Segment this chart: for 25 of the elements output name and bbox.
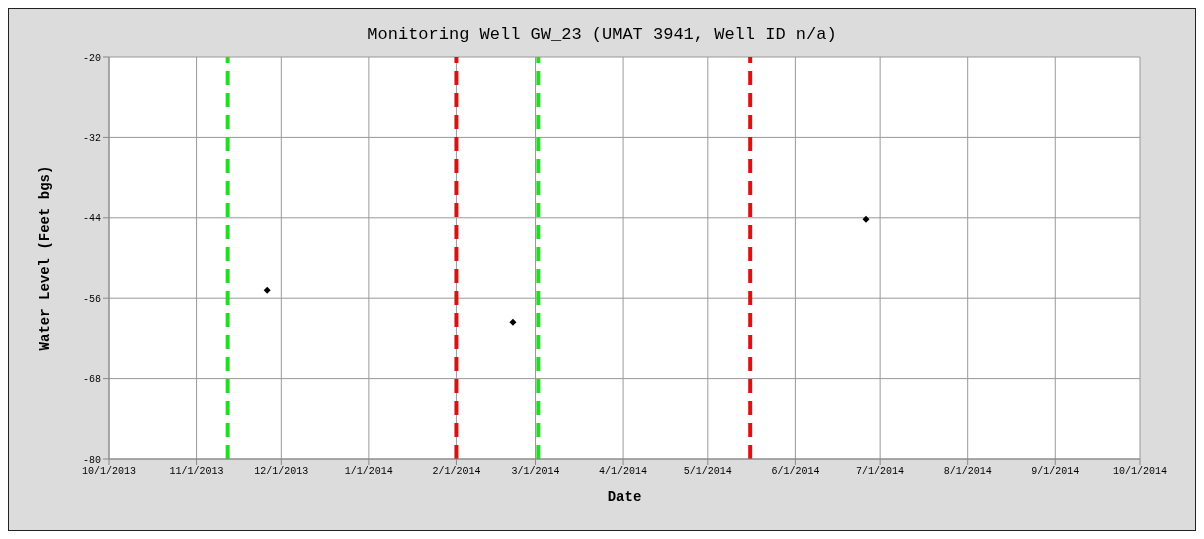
y-tick-label: -32	[82, 132, 101, 144]
x-tick-label: 12/1/2013	[254, 466, 309, 478]
point	[509, 318, 517, 326]
x-tick-label: 2/1/2014	[432, 466, 481, 478]
y-tick-label: -44	[82, 213, 101, 225]
x-tick-label: 7/1/2014	[856, 466, 905, 478]
x-tick-label: 4/1/2014	[599, 466, 648, 478]
y-axis-title: Water Level (Feet bgs)	[36, 165, 53, 351]
x-tick-label: 9/1/2014	[1031, 466, 1080, 478]
x-tick-label: 11/1/2013	[169, 466, 224, 478]
x-tick-label: 5/1/2014	[683, 466, 732, 478]
y-tick-label: -20	[82, 52, 101, 64]
x-axis-title: Date	[607, 489, 642, 505]
y-tick-label: -56	[82, 293, 101, 305]
point	[862, 215, 870, 223]
x-tick-label: 6/1/2014	[771, 466, 820, 478]
x-tick-label: 1/1/2014	[344, 466, 393, 478]
y-tick-label: -80	[82, 454, 101, 466]
point	[263, 286, 271, 294]
chart-title: Monitoring Well GW_23 (UMAT 3941, Well ID n/a)	[366, 24, 838, 46]
x-tick-label: 10/1/2013	[81, 466, 137, 478]
x-tick-label: 8/1/2014	[943, 466, 992, 478]
x-tick-label: 3/1/2014	[511, 466, 560, 478]
x-tick-label: 10/1/2014	[1112, 466, 1168, 478]
y-tick-label: -68	[82, 374, 101, 386]
